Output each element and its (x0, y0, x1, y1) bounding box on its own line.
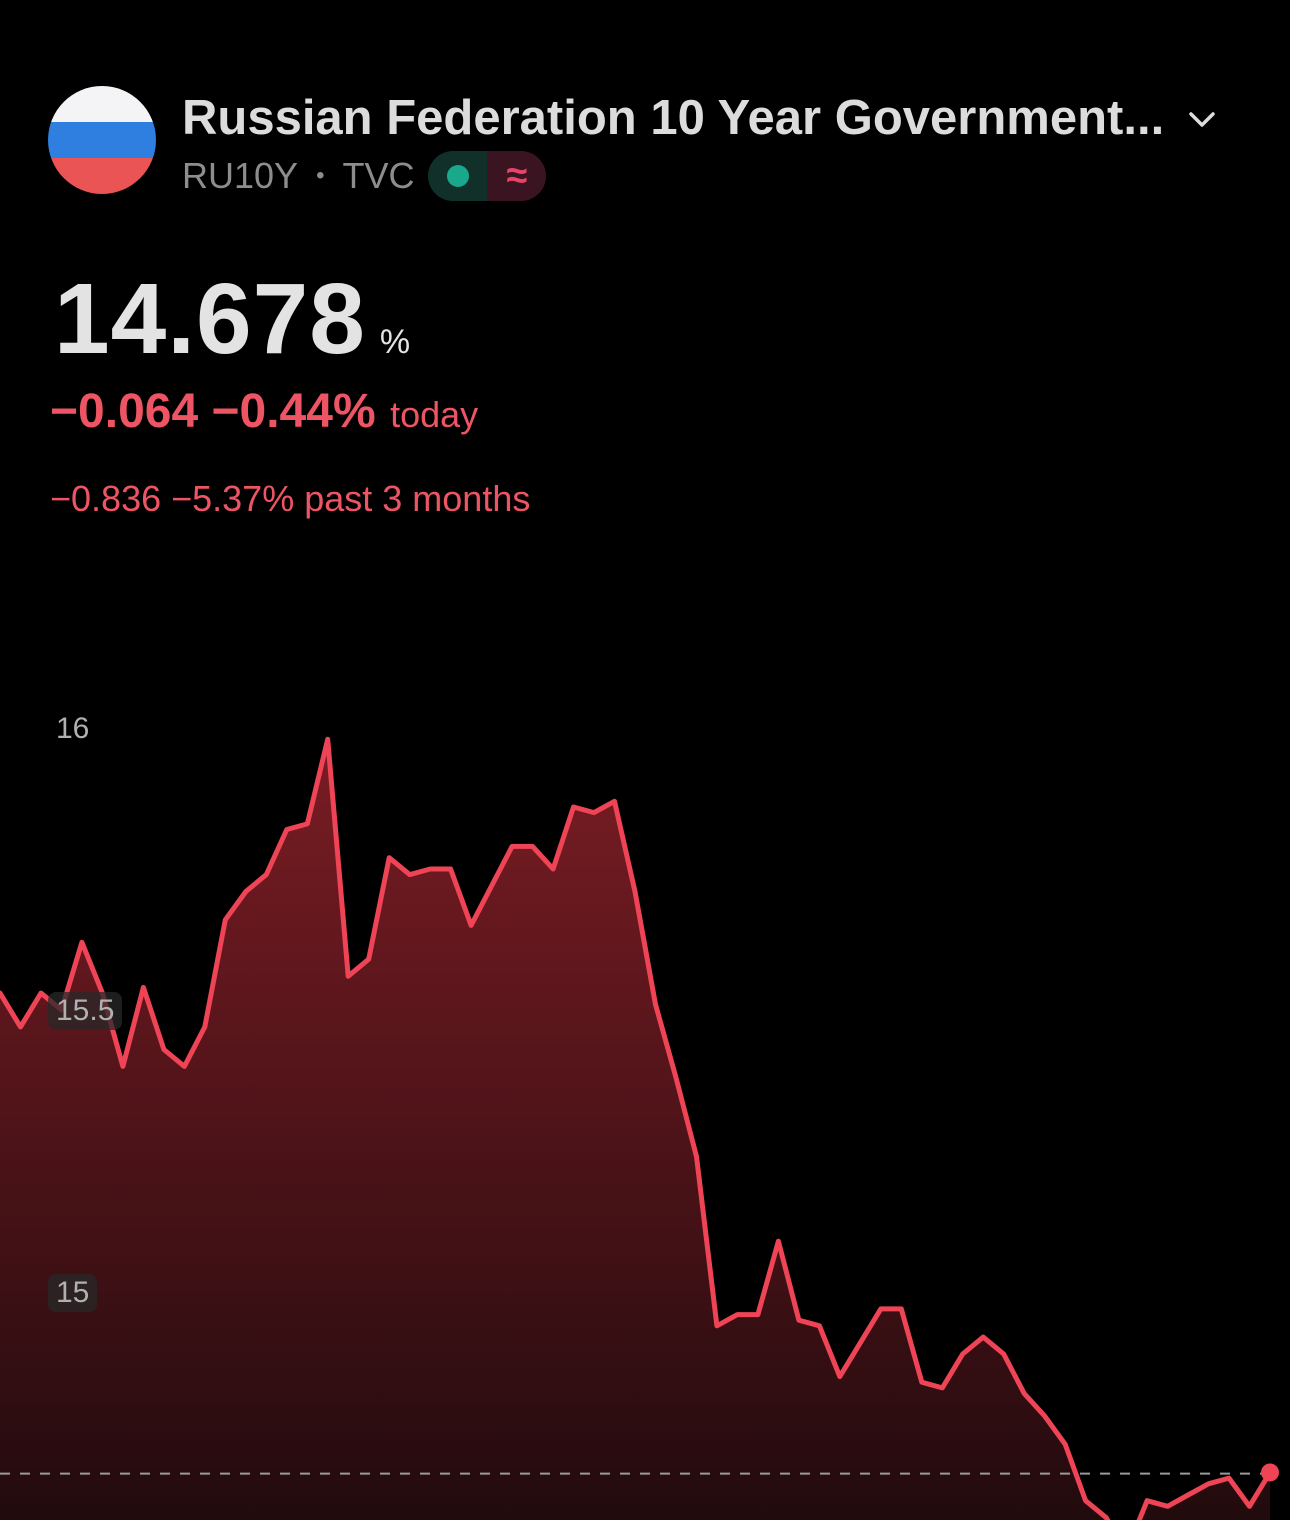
price-chart[interactable] (0, 690, 1290, 1520)
today-change-value: −0.064 −0.44% (50, 385, 376, 438)
today-change-label: today (390, 394, 479, 435)
chart-series-line (0, 736, 1273, 1520)
price-display: 14.678% (54, 262, 410, 377)
price-unit: % (379, 323, 411, 361)
separator-dot: • (316, 162, 325, 189)
instrument-header[interactable]: Russian Federation 10 Year Government...… (48, 86, 1238, 206)
y-tick-label: 16 (56, 712, 90, 745)
symbol-label: RU10Y (182, 155, 299, 196)
y-tick-label: 15.5 (48, 992, 123, 1030)
status-pill[interactable]: ≈ (428, 151, 547, 201)
market-status-indicator (428, 151, 488, 201)
approx-icon: ≈ (487, 151, 547, 201)
y-tick-label: 15 (48, 1274, 98, 1312)
instrument-title[interactable]: Russian Federation 10 Year Government... (182, 91, 1165, 145)
chevron-down-icon[interactable] (1184, 102, 1220, 138)
last-price-dot (1261, 1463, 1279, 1482)
chart-area-fill (0, 739, 1270, 1520)
green-dot-icon (446, 165, 469, 187)
price-value: 14.678 (54, 263, 366, 375)
today-change: −0.064 −0.44% today (50, 384, 478, 439)
period-change: −0.836 −5.37% past 3 months (50, 478, 531, 519)
instrument-subtitle: RU10Y • TVC ≈ (182, 150, 547, 202)
exchange-label: TVC (342, 155, 415, 196)
russia-flag-icon (48, 86, 156, 194)
